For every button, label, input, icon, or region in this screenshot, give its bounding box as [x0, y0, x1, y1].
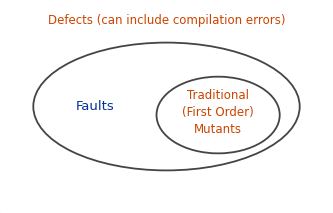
Text: Faults: Faults — [76, 100, 114, 113]
Text: Traditional
(First Order)
Mutants: Traditional (First Order) Mutants — [182, 89, 254, 136]
Text: Defects (can include compilation errors): Defects (can include compilation errors) — [48, 14, 285, 27]
